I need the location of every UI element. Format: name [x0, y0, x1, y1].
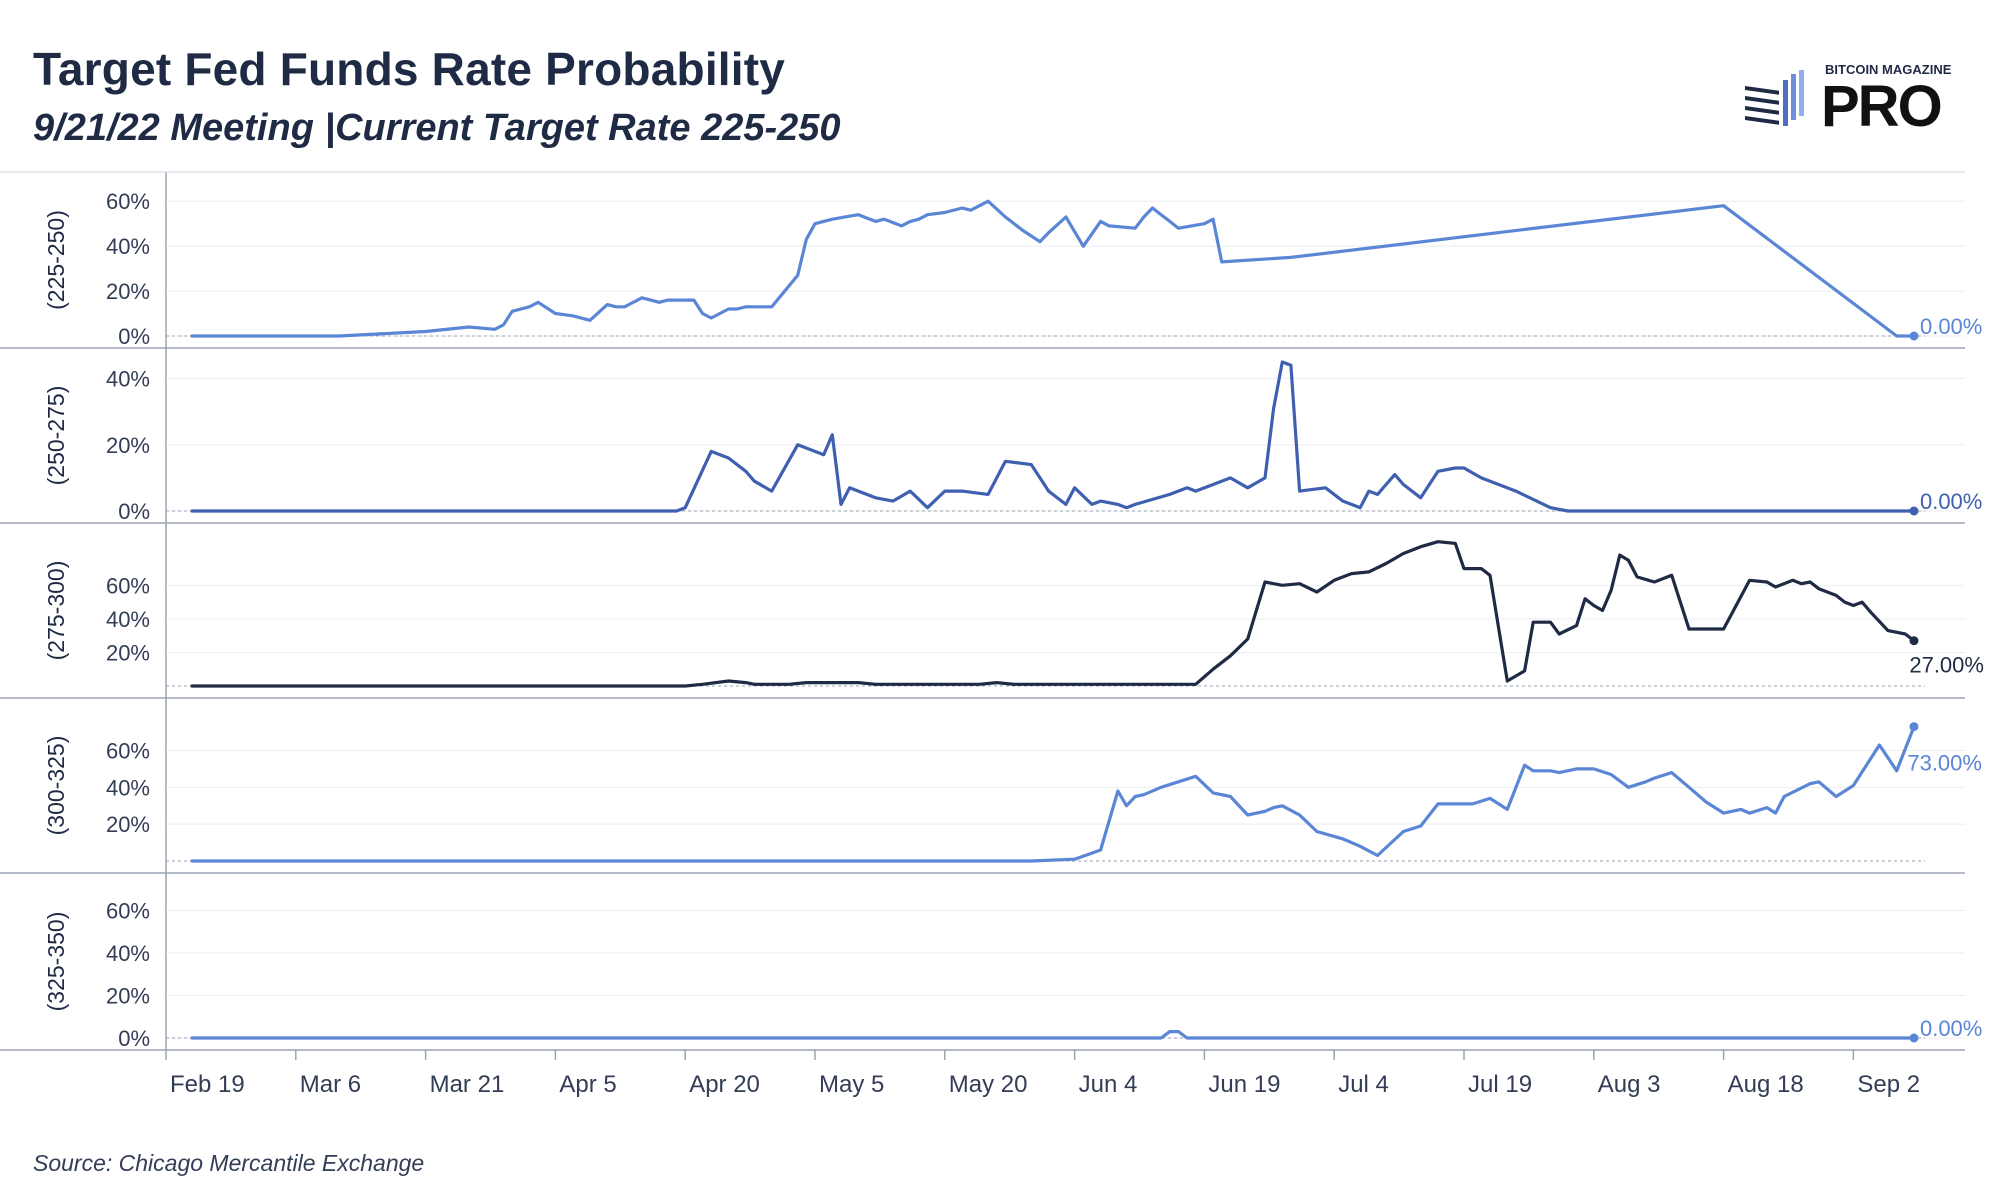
series-line: [190, 540, 1916, 688]
y-tick-label: 60%: [106, 189, 150, 214]
panel-y-label: (325-350): [43, 912, 69, 1012]
series-line: [190, 360, 1916, 513]
x-tick-label: May 20: [949, 1071, 1028, 1098]
y-tick-label: 0%: [118, 1026, 150, 1051]
x-tick-label: Jun 4: [1079, 1071, 1138, 1098]
y-tick-label: 40%: [106, 941, 150, 966]
panel-1: 0% 20% 40% 60% (225-250) 0.00%: [0, 189, 1982, 349]
y-tick-label: 60%: [106, 573, 150, 598]
x-tick-label: Feb 19: [170, 1071, 245, 1098]
x-tick-label: Apr 20: [689, 1071, 760, 1098]
end-value-label: 0.00%: [1920, 1016, 1982, 1041]
y-tick-label: 20%: [106, 984, 150, 1009]
source-note: Source: Chicago Mercantile Exchange: [33, 1150, 425, 1176]
x-tick-label: Apr 5: [559, 1071, 616, 1098]
y-tick-label: 40%: [106, 775, 150, 800]
end-point-marker: [1909, 331, 1919, 341]
panel-y-label: (225-250): [43, 210, 69, 310]
logo-top-text: BITCOIN MAGAZINE: [1825, 62, 1952, 77]
x-tick-label: Jun 19: [1208, 1071, 1280, 1098]
y-tick-label: 20%: [106, 812, 150, 837]
x-tick-label: Mar 21: [430, 1071, 505, 1098]
chart-subtitle: 9/21/22 Meeting |Current Target Rate 225…: [33, 107, 841, 149]
y-tick-label: 60%: [106, 899, 150, 924]
series-line: [190, 724, 1916, 863]
end-value-label: 0.00%: [1920, 314, 1982, 339]
panel-y-label: (250-275): [43, 386, 69, 486]
end-point-marker: [1909, 636, 1919, 646]
chart-area: 0% 20% 40% 60% (225-250) 0.00% 0% 20% 40% (250-27…: [0, 171, 1984, 1098]
end-point-marker: [1909, 722, 1919, 732]
chart-title: Target Fed Funds Rate Probability: [33, 43, 786, 95]
x-tick-label: Sep 2: [1857, 1071, 1920, 1098]
end-point-marker: [1909, 506, 1919, 516]
end-value-label: 27.00%: [1909, 653, 1984, 678]
panel-y-label: (300-325): [43, 736, 69, 836]
candlestick-icon: [1745, 70, 1804, 126]
logo-main-text: PRO: [1821, 74, 1941, 138]
y-tick-label: 20%: [106, 279, 150, 304]
panel-2: 0% 20% 40% (250-275) 0.00%: [0, 360, 1982, 524]
y-tick-label: 0%: [118, 324, 150, 349]
panel-5: 0% 20% 40% 60% (325-350) 0.00%: [0, 899, 1982, 1051]
series-line: [190, 1029, 1916, 1040]
y-tick-label: 0%: [118, 499, 150, 524]
y-tick-label: 40%: [106, 234, 150, 259]
bitcoin-magazine-pro-logo: BITCOIN MAGAZINE PRO: [1745, 62, 1952, 138]
y-tick-label: 60%: [106, 739, 150, 764]
end-value-label: 0.00%: [1920, 489, 1982, 514]
x-tick-label: Aug 3: [1598, 1071, 1661, 1098]
y-tick-label: 20%: [106, 640, 150, 665]
panel-y-label: (275-300): [43, 561, 69, 661]
x-tick-label: Jul 19: [1468, 1071, 1532, 1098]
y-tick-label: 40%: [106, 607, 150, 632]
x-tick-label: May 5: [819, 1071, 884, 1098]
y-tick-label: 40%: [106, 367, 150, 392]
panel-4: 20% 40% 60% (300-325) 73.00%: [0, 722, 1982, 874]
end-point-marker: [1909, 1033, 1919, 1043]
x-tick-label: Jul 4: [1338, 1071, 1389, 1098]
end-value-label: 73.00%: [1907, 751, 1982, 776]
panel-3: 20% 40% 60% (275-300) 27.00%: [0, 540, 1984, 699]
series-line: [190, 199, 1916, 338]
x-tick-label: Mar 6: [300, 1071, 361, 1098]
x-axis: Feb 19 Mar 6 Mar 21 Apr 5 Apr 20 May 5 May 20 J…: [165, 1050, 1920, 1098]
x-tick-label: Aug 18: [1728, 1071, 1804, 1098]
y-tick-label: 20%: [106, 433, 150, 458]
